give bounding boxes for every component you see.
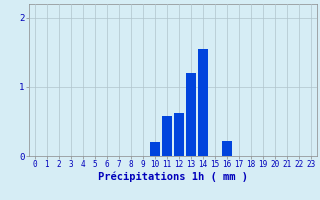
Bar (174, 113, 184, 156)
Bar (198, 49, 208, 156)
X-axis label: Précipitations 1h ( mm ): Précipitations 1h ( mm ) (98, 172, 248, 182)
Bar (162, 116, 172, 156)
Bar (222, 141, 232, 156)
Bar (150, 142, 160, 156)
Bar (186, 73, 196, 156)
